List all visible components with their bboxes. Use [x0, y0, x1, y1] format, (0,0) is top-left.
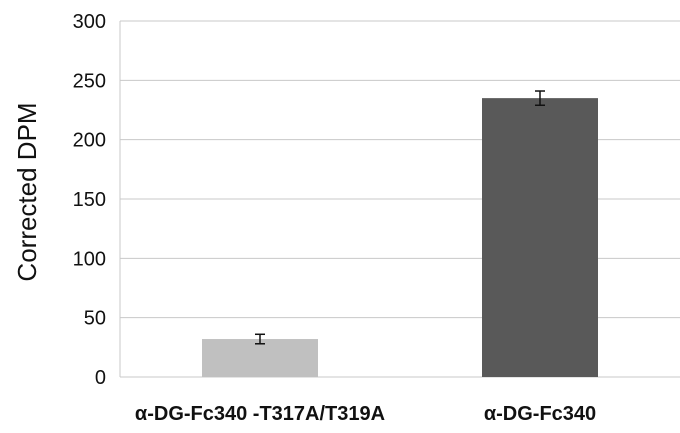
- y-tick-label: 150: [73, 189, 106, 211]
- bar: [482, 98, 598, 377]
- y-tick-label: 250: [73, 70, 106, 92]
- y-tick-label: 0: [95, 367, 106, 389]
- y-tick-label: 100: [73, 248, 106, 270]
- error-bars: [255, 90, 545, 345]
- y-axis-title: Corrected DPM: [12, 102, 42, 281]
- category-labels: α-DG-Fc340 -T317A/T319A α-DG-Fc340: [135, 403, 596, 425]
- category-label: α-DG-Fc340 -T317A/T319A: [135, 403, 385, 425]
- category-label: α-DG-Fc340: [484, 403, 596, 425]
- bar: [202, 339, 318, 377]
- gridlines: [119, 20, 680, 378]
- y-tick-label: 50: [84, 308, 106, 330]
- y-tick-label: 200: [73, 130, 106, 152]
- bars: [202, 98, 598, 377]
- error-bar: [535, 90, 545, 107]
- y-tick-labels: 0 50 100 150 200 250 300: [73, 11, 106, 389]
- y-tick-label: 300: [73, 11, 106, 33]
- error-bar: [255, 333, 265, 345]
